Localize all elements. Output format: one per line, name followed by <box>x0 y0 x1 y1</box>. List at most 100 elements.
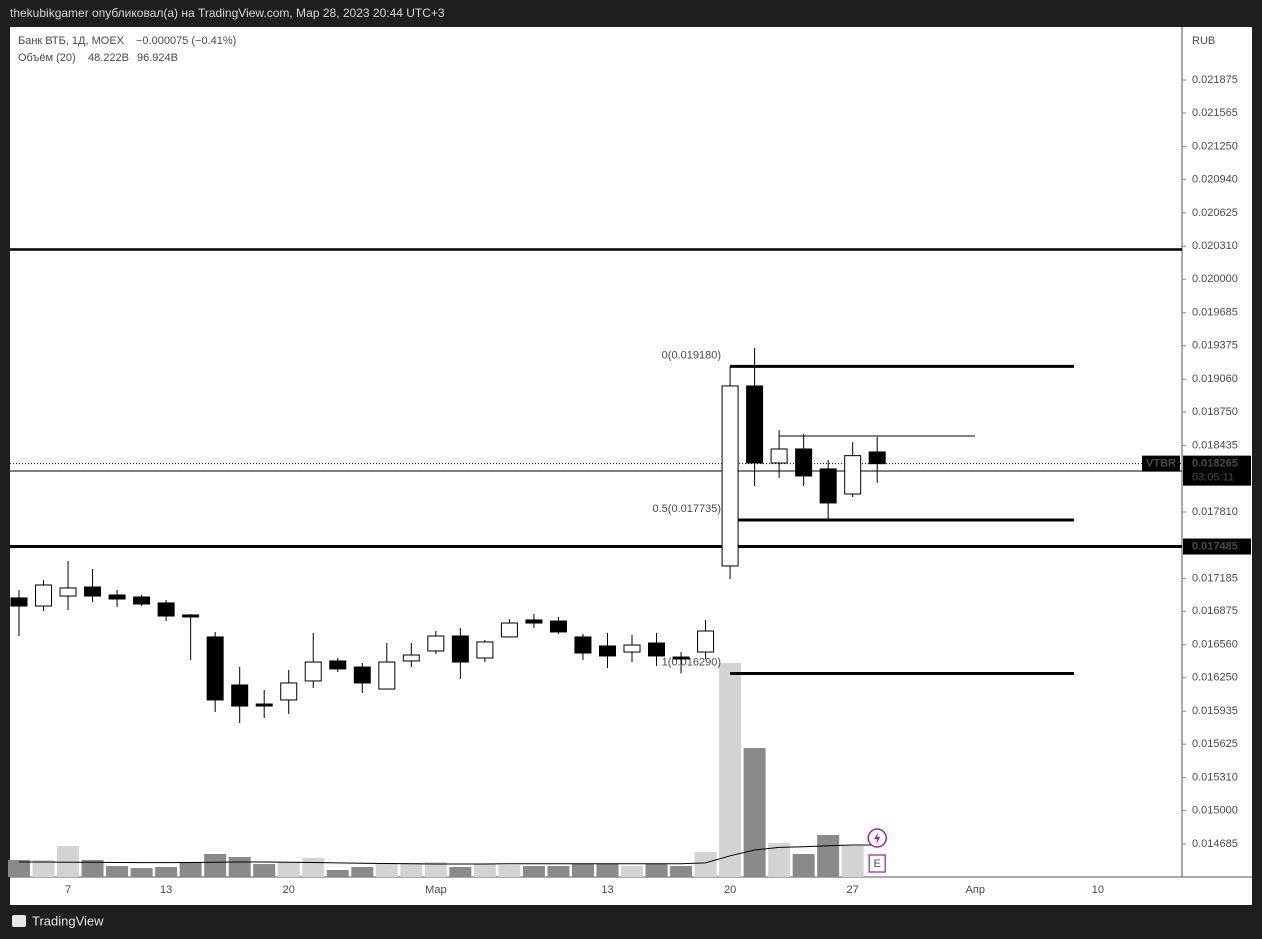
volume-bar <box>522 866 545 877</box>
volume-bar <box>645 864 668 877</box>
x-tick-label: 13 <box>160 884 172 896</box>
candle <box>697 619 715 659</box>
y-tick-label: 0.016560 <box>1192 639 1238 651</box>
volume-bar <box>130 868 153 877</box>
candle <box>84 568 102 602</box>
candle-body <box>133 596 151 605</box>
candle-body <box>451 635 469 663</box>
legend-change: −0.000075 (−0.41%) <box>136 35 236 47</box>
y-tick-label: 0.014685 <box>1192 838 1238 850</box>
candle <box>795 433 813 486</box>
candle-body <box>10 597 28 607</box>
price-badge <box>1183 455 1251 486</box>
candle <box>476 640 494 663</box>
candle <box>353 662 371 693</box>
candle-body <box>329 660 347 670</box>
candle-body <box>500 622 518 638</box>
candle-body <box>157 602 175 617</box>
volume-bar <box>498 864 521 877</box>
candle-body <box>182 614 200 618</box>
y-tick-label: 0.016250 <box>1192 672 1238 684</box>
candle-body <box>378 661 396 690</box>
candle-body <box>59 587 77 597</box>
candle-body <box>206 636 224 701</box>
candle-body <box>819 468 837 504</box>
fib-label: 1(0.016290) <box>662 656 721 668</box>
candle <box>648 633 666 666</box>
candle-body <box>721 385 739 567</box>
candle <box>402 643 420 668</box>
y-tick-label: 0.020625 <box>1192 207 1238 219</box>
y-tick-label: 0.020940 <box>1192 173 1238 185</box>
volume-bar <box>179 862 202 877</box>
volume-bar <box>32 859 55 877</box>
candle <box>108 589 126 607</box>
candle <box>672 652 690 674</box>
volume-bar <box>8 859 30 877</box>
volume-bar <box>277 862 300 877</box>
volume-bar <box>841 846 864 877</box>
volume-bar <box>375 862 398 877</box>
volume-pane <box>8 663 878 877</box>
y-tick-label: 0.015935 <box>1192 705 1238 717</box>
x-tick-label: 20 <box>283 884 295 896</box>
volume-bar <box>351 866 374 877</box>
candle <box>35 579 53 612</box>
candle <box>206 631 224 712</box>
candle <box>746 348 764 486</box>
candle <box>255 689 273 719</box>
candle-body <box>746 385 764 464</box>
candle-body <box>648 642 666 657</box>
candle <box>549 616 567 634</box>
candle <box>525 613 543 629</box>
y-tick-label: 0.018435 <box>1192 439 1238 451</box>
candle <box>770 430 788 478</box>
y-tick-label: 0.021875 <box>1192 74 1238 86</box>
legend-symbol: Банк ВТБ, 1Д, MOEX <box>18 35 125 47</box>
candle-body <box>280 682 298 701</box>
fib-label: 0(0.019180) <box>662 349 721 361</box>
candle-body <box>844 455 862 495</box>
y-tick-label: 0.015310 <box>1192 772 1238 784</box>
y-tick-label: 0.020000 <box>1192 273 1238 285</box>
x-tick-label: 27 <box>847 884 859 896</box>
candle-body <box>525 619 543 624</box>
y-tick-label: 0.020310 <box>1192 240 1238 252</box>
candle <box>598 633 616 668</box>
fib-label: 0.5(0.017735) <box>653 503 722 515</box>
y-tick-label: 0.021565 <box>1192 107 1238 119</box>
x-tick-label: 13 <box>601 884 613 896</box>
candle-body <box>353 666 371 684</box>
candle-body <box>304 661 322 682</box>
volume-bar <box>694 852 717 877</box>
candle <box>10 589 28 636</box>
candle <box>574 633 592 661</box>
x-tick-label: 10 <box>1092 884 1104 896</box>
candle-body <box>598 645 616 657</box>
candle <box>280 669 298 714</box>
candle <box>378 643 396 690</box>
candle <box>133 594 151 607</box>
candle <box>157 599 175 622</box>
level-badge-label: 0.017485 <box>1192 540 1238 552</box>
countdown: 03:05:11 <box>1192 472 1234 484</box>
candle <box>500 618 518 638</box>
volume-bar <box>571 864 594 877</box>
candle-body <box>84 586 102 597</box>
volume-bar <box>473 864 496 877</box>
candle-body <box>697 630 715 653</box>
volume-bar <box>106 866 129 877</box>
volume-bar <box>743 748 766 877</box>
candle-body <box>402 654 420 662</box>
legend-volume-value: 48.222B <box>88 52 129 64</box>
y-tick-label: 0.021250 <box>1192 140 1238 152</box>
volume-ma-line <box>19 844 878 865</box>
candle-body <box>476 641 494 659</box>
volume-bar <box>326 869 349 877</box>
candle-body <box>549 620 567 633</box>
volume-bar <box>768 843 791 877</box>
level-badge <box>1183 538 1251 555</box>
candle <box>819 460 837 519</box>
